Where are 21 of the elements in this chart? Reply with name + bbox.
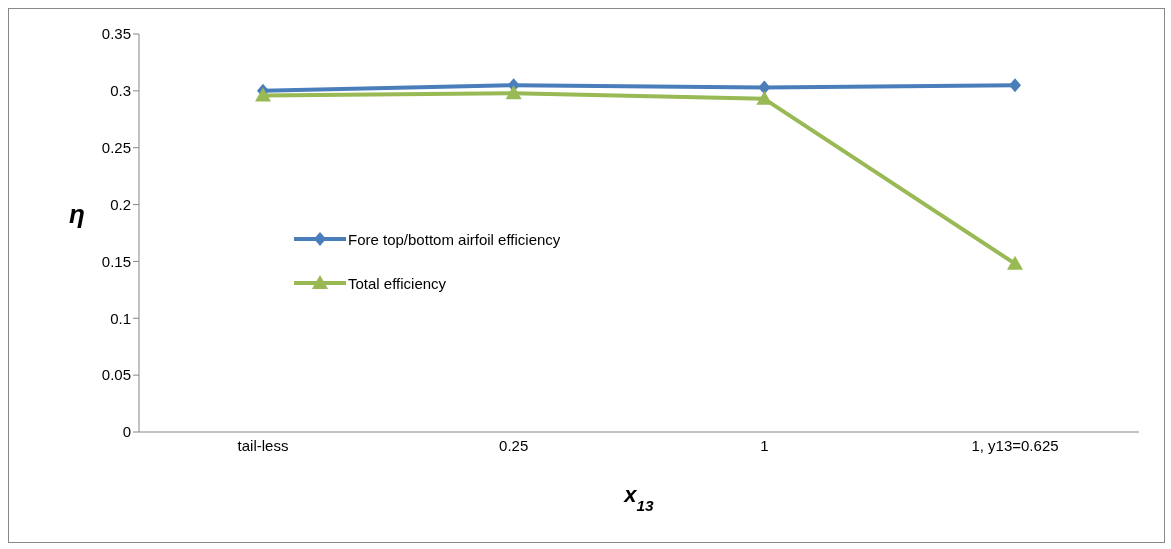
x-tick-label: 1: [760, 436, 769, 454]
y-tick-label: 0.2: [110, 195, 131, 213]
x-tick-label: 0.25: [499, 436, 529, 454]
y-tick-label: 0.1: [110, 309, 131, 327]
y-tick-label: 0.3: [110, 82, 131, 100]
point: [758, 80, 771, 95]
y-tick-label: 0.35: [101, 25, 131, 43]
y-tick-label: 0: [122, 423, 131, 441]
x-tick-label: tail-less: [237, 436, 289, 454]
y-tick-label: 0.25: [101, 139, 131, 157]
point: [255, 87, 271, 102]
y-axis-title: η: [69, 199, 85, 229]
legend-label: Fore top/bottom airfoil efficiency: [348, 230, 561, 248]
point: [1007, 255, 1023, 270]
y-tick-label: 0.15: [101, 252, 131, 270]
y-tick-label: 0.05: [101, 366, 131, 384]
point: [505, 85, 522, 100]
x-axis-title: x$_{13}$: [623, 482, 655, 514]
legend-label: Total efficiency: [348, 274, 447, 292]
point: [1009, 78, 1021, 93]
x-tick-label: 1, y13=0.625: [971, 436, 1059, 454]
